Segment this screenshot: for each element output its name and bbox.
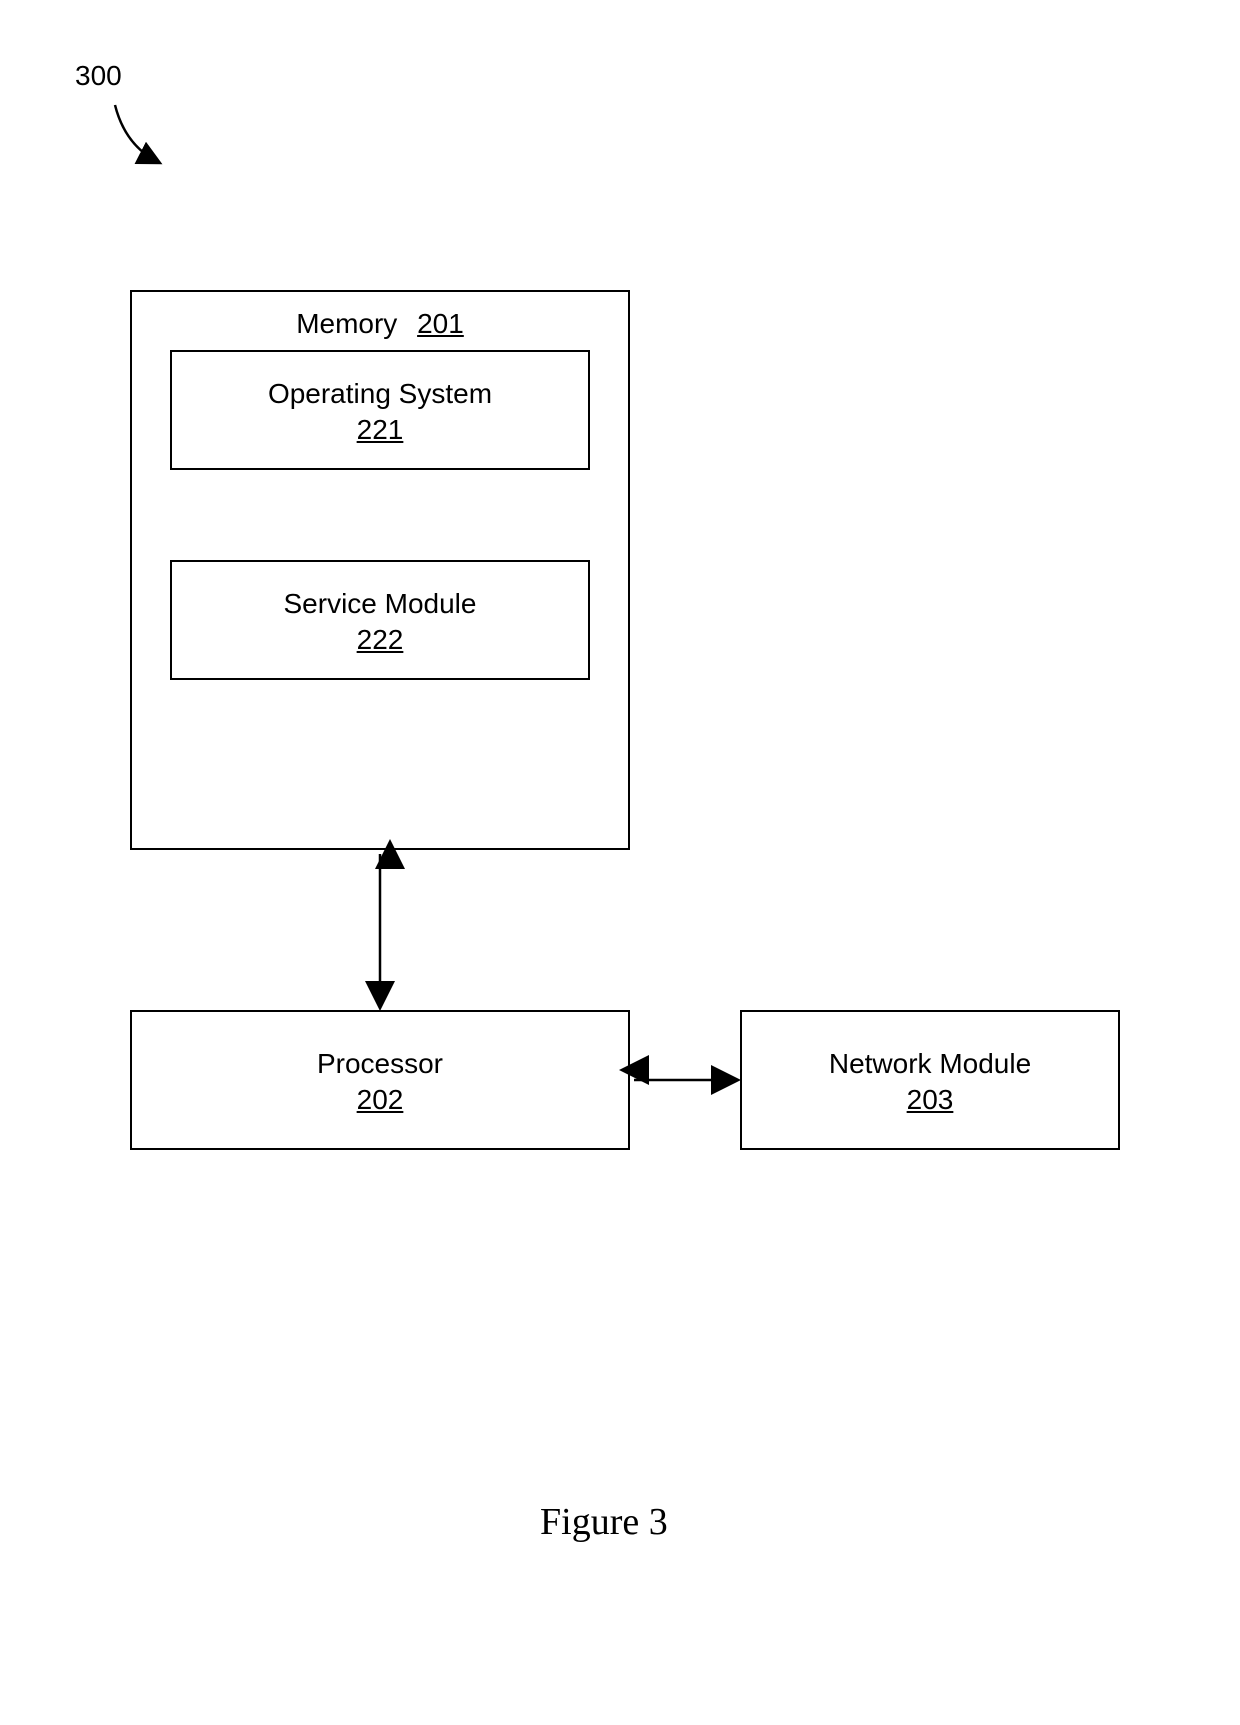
processor-ref: 202 [357,1084,404,1116]
memory-ref: 201 [417,308,464,339]
network-module-ref: 203 [907,1084,954,1116]
processor-label: Processor [317,1044,443,1083]
operating-system-label: Operating System [268,374,492,413]
diagram-canvas: 300 Memory 201 Operating System 221 Serv… [0,0,1240,1725]
reference-arrow [0,0,200,200]
memory-label: Memory [296,308,397,339]
processor-box: Processor 202 [130,1010,630,1150]
service-module-ref: 222 [357,624,404,656]
operating-system-ref: 221 [357,414,404,446]
memory-title-row: Memory 201 [132,304,628,343]
figure-caption: Figure 3 [540,1500,668,1544]
processor-network-connector [630,1060,740,1100]
network-module-box: Network Module 203 [740,1010,1120,1150]
service-module-box: Service Module 222 [170,560,590,680]
operating-system-box: Operating System 221 [170,350,590,470]
network-module-label: Network Module [829,1044,1031,1083]
service-module-label: Service Module [284,584,477,623]
memory-processor-connector [360,850,400,1010]
